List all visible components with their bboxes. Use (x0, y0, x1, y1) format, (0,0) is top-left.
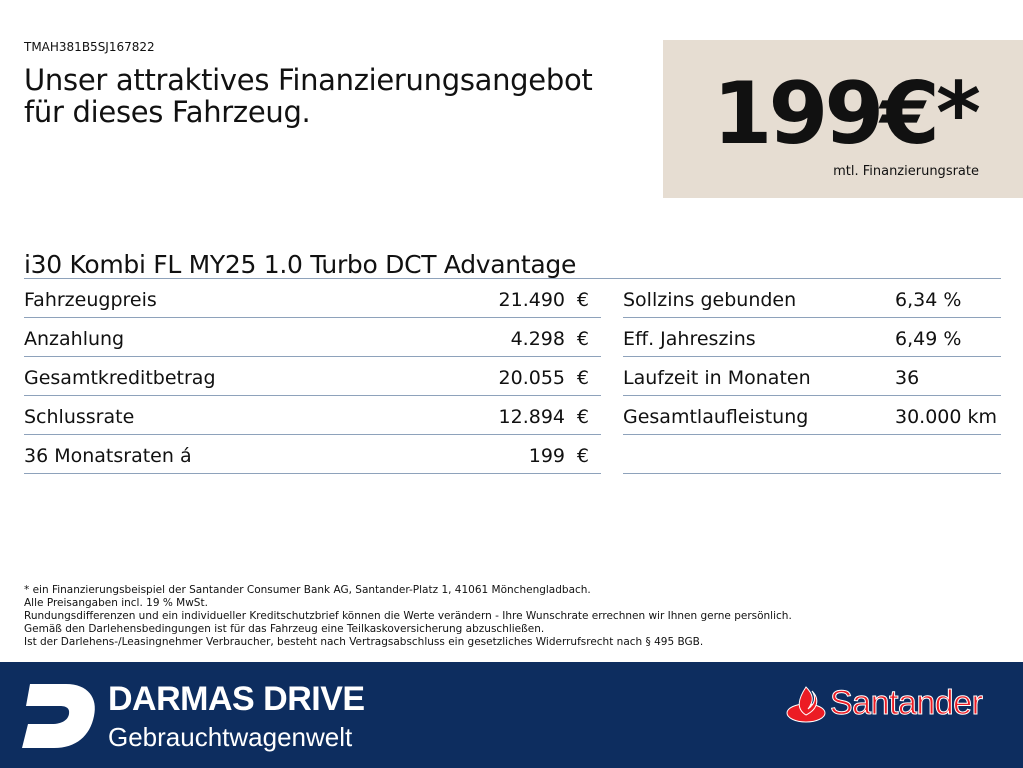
footer-band (0, 662, 1023, 768)
row-value: 36 (895, 367, 920, 389)
flame-icon (786, 685, 826, 722)
finance-row: 36 Monatsraten á 199 € (24, 435, 601, 474)
row-currency: € (576, 289, 589, 311)
row-currency: € (576, 328, 589, 350)
finance-row: Schlussrate 12.894 € (24, 396, 601, 435)
headline-line-2: für dieses Fahrzeug. (24, 95, 311, 129)
footnote: Gemäß den Darlehensbedingungen ist für d… (24, 623, 545, 635)
row-label: Gesamtlaufleistung (623, 406, 809, 428)
bank-name: Santander (829, 684, 983, 723)
footnote: Ist der Darlehens-/Leasingnehmer Verbrau… (24, 636, 704, 648)
row-value: 30.000 km (895, 406, 998, 428)
row-value: 20.055 (498, 367, 565, 389)
finance-row: Anzahlung 4.298 € (24, 318, 601, 357)
price-box: 199€* mtl. Finanzierungsrate (663, 40, 1023, 198)
row-currency: € (576, 367, 589, 389)
row-currency: € (576, 445, 589, 467)
headline-line-1: Unser attraktives Finanzierungsangebot (24, 63, 593, 97)
row-value: 199 (528, 445, 565, 467)
finance-row: Eff. Jahreszins 6,49 % (623, 318, 1001, 357)
row-value: 6,49 % (895, 328, 962, 350)
footnote: Alle Preisangaben incl. 19 % MwSt. (24, 597, 208, 609)
row-value: 6,34 % (895, 289, 962, 311)
headline: Unser attraktives Finanzierungsangebot f… (24, 64, 644, 128)
row-label: Laufzeit in Monaten (623, 367, 811, 389)
row-label: 36 Monatsraten á (24, 445, 192, 467)
finance-row: Laufzeit in Monaten 36 (623, 357, 1001, 396)
footnote: * ein Finanzierungsbeispiel der Santande… (24, 584, 591, 596)
finance-row: Fahrzeugpreis 21.490 € (24, 279, 601, 318)
dealer-tagline: Gebrauchtwagenwelt (108, 722, 353, 752)
footnote: Rundungsdifferenzen und ein individuelle… (24, 610, 792, 622)
monthly-price: 199€* (712, 64, 981, 164)
finance-row: Sollzins gebunden 6,34 % (623, 279, 1001, 318)
monthly-price-label: mtl. Finanzierungsrate (833, 164, 979, 179)
darmas-d-logo (22, 684, 95, 748)
row-value: 4.298 (510, 328, 565, 350)
row-value: 21.490 (498, 289, 565, 311)
row-label: Schlussrate (24, 406, 135, 428)
santander-logo: Santander (786, 684, 983, 723)
finance-row: Gesamtkreditbetrag 20.055 € (24, 357, 601, 396)
row-label: Gesamtkreditbetrag (24, 367, 216, 389)
row-label: Eff. Jahreszins (623, 328, 756, 350)
footnotes: * ein Finanzierungsbeispiel der Santande… (24, 584, 792, 649)
row-label: Anzahlung (24, 328, 125, 350)
model-title: i30 Kombi FL MY25 1.0 Turbo DCT Advantag… (24, 250, 577, 279)
dealer-name: DARMAS DRIVE (108, 680, 365, 718)
row-label: Sollzins gebunden (623, 289, 797, 311)
finance-row: Gesamtlaufleistung 30.000 km (623, 396, 1001, 435)
divider (623, 435, 1001, 474)
row-currency: € (576, 406, 589, 428)
divider (24, 278, 1001, 279)
vin: TMAH381B5SJ167822 (24, 40, 155, 54)
row-label: Fahrzeugpreis (24, 289, 157, 311)
row-value: 12.894 (498, 406, 565, 428)
